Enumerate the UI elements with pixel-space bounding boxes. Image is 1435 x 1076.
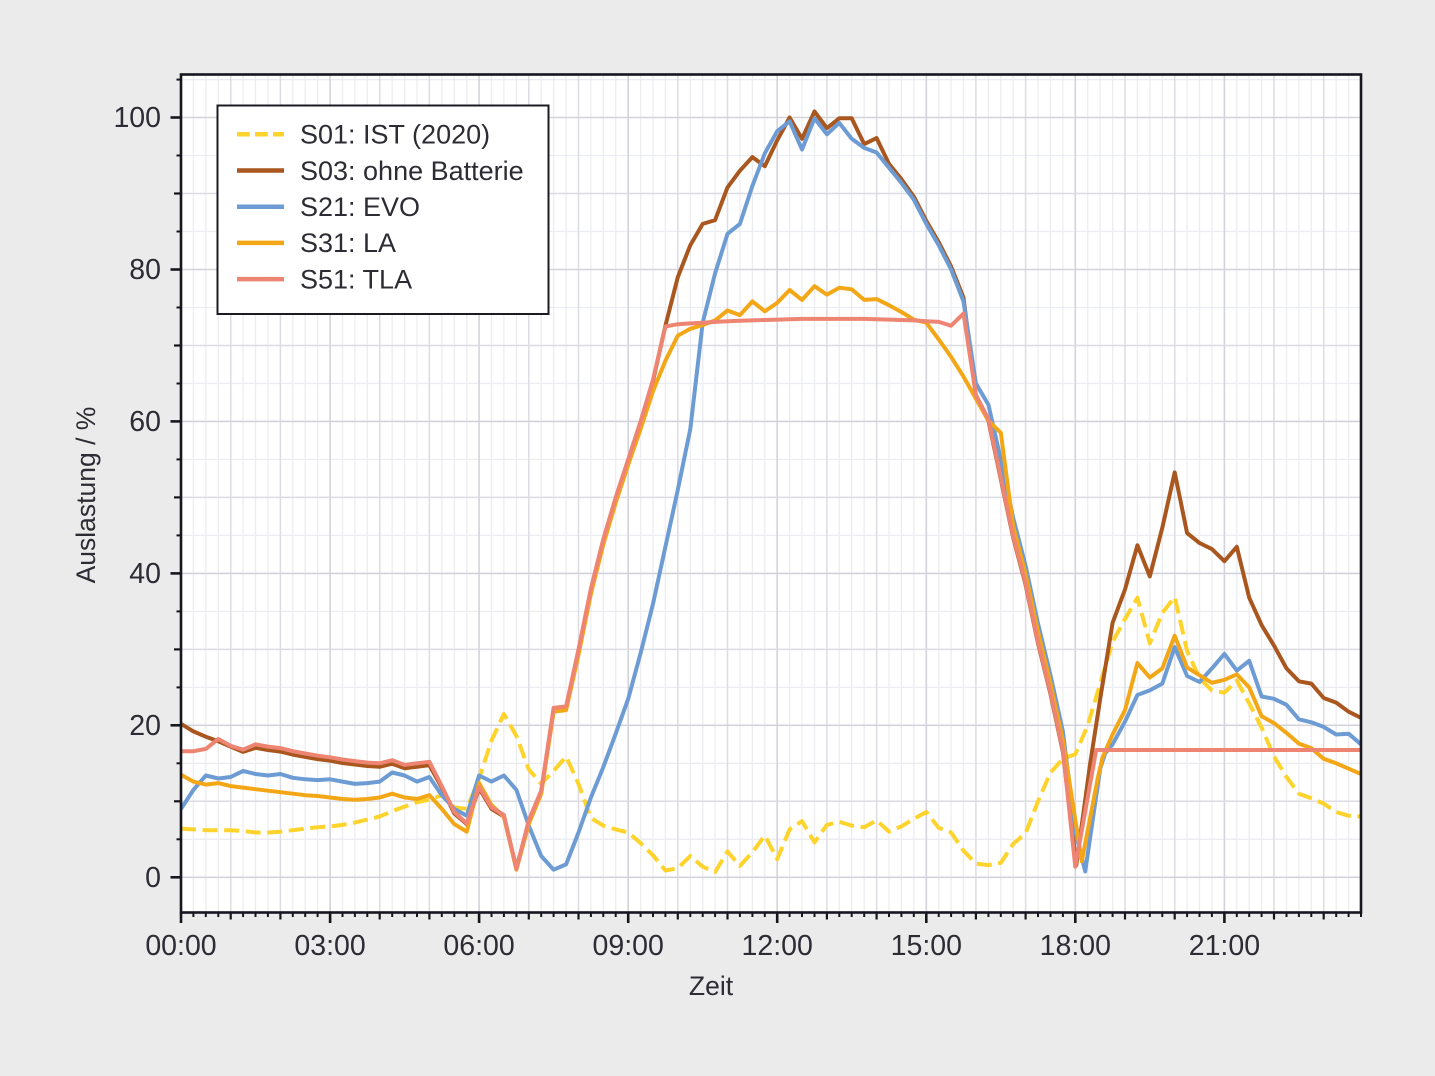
svg-text:S31: LA: S31: LA — [300, 228, 396, 258]
svg-text:09:00: 09:00 — [593, 930, 664, 962]
svg-text:60: 60 — [129, 406, 161, 438]
svg-text:21:00: 21:00 — [1189, 930, 1260, 962]
svg-text:100: 100 — [113, 102, 161, 134]
svg-text:S21: EVO: S21: EVO — [300, 192, 420, 222]
svg-text:S03: ohne Batterie: S03: ohne Batterie — [300, 156, 524, 186]
svg-text:S01: IST (2020): S01: IST (2020) — [300, 120, 490, 150]
svg-text:03:00: 03:00 — [294, 930, 365, 962]
svg-text:Zeit: Zeit — [689, 971, 734, 1001]
svg-text:15:00: 15:00 — [891, 930, 962, 962]
svg-text:06:00: 06:00 — [443, 930, 514, 962]
svg-text:40: 40 — [129, 558, 161, 590]
svg-text:80: 80 — [129, 254, 161, 286]
svg-text:18:00: 18:00 — [1040, 930, 1111, 962]
svg-text:12:00: 12:00 — [742, 930, 813, 962]
svg-text:20: 20 — [129, 710, 161, 742]
svg-text:Auslastung / %: Auslastung / % — [71, 407, 101, 584]
svg-text:00:00: 00:00 — [145, 930, 216, 962]
svg-text:S51: TLA: S51: TLA — [300, 264, 412, 294]
svg-text:0: 0 — [145, 862, 161, 894]
